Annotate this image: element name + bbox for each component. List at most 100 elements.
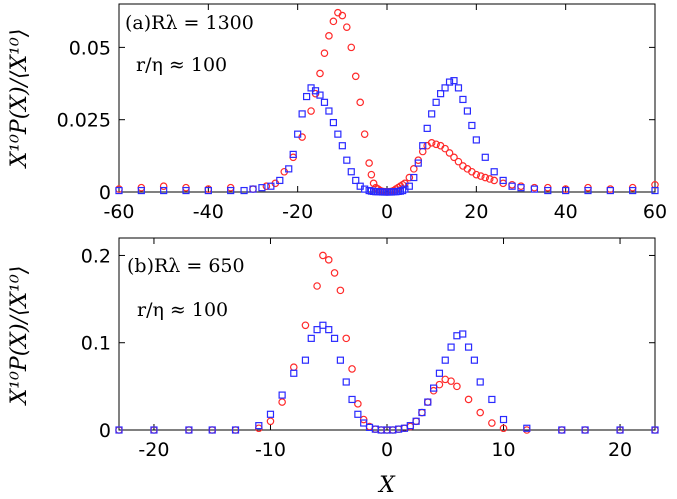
panel-a-circle-point <box>441 144 449 153</box>
panel-a: 0 0.025 0.05 -60 -40 -20 0 20 40 60 (a)Rλ = 1300… <box>7 3 667 223</box>
panel-b-circle-point <box>488 419 496 427</box>
panel-a-square-point <box>414 159 422 167</box>
panel-a-square-point <box>298 110 306 118</box>
panel-b-circle-point <box>354 400 362 408</box>
panel-b-square-point <box>319 321 327 329</box>
panel-b-annotation-1: (b)Rλ = 650 <box>127 255 245 277</box>
panel-a-square-point <box>289 150 297 158</box>
panel-b-square-point <box>208 426 216 434</box>
panel-a-xtick-label: 0 <box>381 201 393 223</box>
panel-b-square-point <box>330 334 339 342</box>
panel-b-square-point <box>360 419 368 427</box>
panel-a-circle-point <box>490 176 499 185</box>
panel-a-square-point <box>651 186 659 195</box>
panel-b: 0 0.1 0.2 -20 -10 0 10 20 (b)Rλ = 650 r/η ≈ 10… <box>7 237 659 498</box>
panel-a-square-point <box>450 77 458 85</box>
panel-a-ytick-label: 0 <box>99 182 111 204</box>
panel-a-circle-point <box>360 130 369 138</box>
panel-b-xtick-label: 0 <box>381 439 393 461</box>
panel-a-square-point <box>294 130 302 138</box>
panel-b-square-point <box>307 334 315 342</box>
panel-a-circle-point <box>320 49 329 57</box>
panel-a-square-point <box>276 176 284 185</box>
panel-a-square-point <box>227 186 235 195</box>
panel-a-circle-point <box>517 182 525 191</box>
panel-b-circle-point <box>313 282 321 290</box>
panel-b-circle-point <box>447 377 455 385</box>
panel-a-square-point <box>517 184 525 192</box>
panel-b-ytick-label: 0.2 <box>81 245 111 267</box>
panel-a-circle-point <box>351 72 360 81</box>
panel-a-square-point <box>441 84 449 92</box>
panel-b-ylabel: X¹⁰P(X)/⟨X¹⁰⟩ <box>7 266 32 407</box>
panel-a-circle-point <box>530 183 539 192</box>
panel-a-circle-point <box>485 175 494 183</box>
panel-b-square-point <box>278 391 286 399</box>
panel-a-square-point <box>472 136 480 144</box>
panel-b-square-point <box>499 415 508 424</box>
panel-a-square-point <box>329 118 337 127</box>
panel-b-square-point <box>424 398 432 406</box>
panel-a-square-point <box>160 186 168 195</box>
panel-b-square-point <box>488 395 496 404</box>
panel-b-square-point <box>453 332 461 340</box>
panel-a-annotation-1: (a)Rλ = 1300 <box>125 12 254 34</box>
panel-a-square-point <box>463 107 471 115</box>
panel-b-square-point <box>459 330 467 338</box>
panel-b-circle-point <box>348 365 356 373</box>
panel-a-square-point <box>499 176 507 185</box>
panel-a-square-point <box>481 153 489 161</box>
panel-a-square-point <box>544 186 552 195</box>
panel-b-square-point <box>651 426 659 434</box>
panel-b-circle-point <box>342 334 351 343</box>
panel-b-square-point <box>581 426 589 434</box>
panel-b-square-point <box>441 356 449 364</box>
panel-a-square-point <box>468 121 476 130</box>
panel-a-circle-point <box>367 170 376 179</box>
panel-a-ylabel: X¹⁰P(X)/⟨X¹⁰⟩ <box>7 29 32 170</box>
panel-a-square-point <box>606 186 614 195</box>
panel-b-ytick-label: 0 <box>99 420 111 442</box>
panel-b-circle-point <box>499 424 508 433</box>
panel-b-square-point <box>354 410 362 418</box>
panel-a-square-point <box>437 90 445 98</box>
panel-a-circle-point <box>454 157 463 166</box>
panel-a-circle-point <box>338 11 347 20</box>
panel-a-xtick-label: 60 <box>643 201 667 223</box>
panel-a-square-point <box>316 91 324 99</box>
panel-b-circle-point <box>476 408 485 417</box>
panel-b-square-point <box>523 424 531 432</box>
panel-b-square-point <box>185 426 193 434</box>
panel-b-xlabel: X <box>377 473 396 498</box>
panel-b-circle-point <box>289 363 298 371</box>
panel-a-square-point <box>399 186 407 195</box>
panel-a-circle-point <box>316 69 324 78</box>
panel-a-circle-point <box>329 17 338 26</box>
panel-b-square-point <box>325 326 333 334</box>
panel-b-square-point <box>464 343 473 351</box>
panel-a-square-point <box>445 78 454 86</box>
panel-a-square-point <box>428 110 436 118</box>
panel-a-circle-point <box>365 159 373 167</box>
panel-b-circle-point <box>266 417 275 426</box>
panel-a-square-point <box>320 98 329 106</box>
panel-a-square-point <box>115 186 123 195</box>
panel-a-square-point <box>410 173 418 182</box>
panel-a-circle-point <box>450 153 458 162</box>
panel-b-circle-point <box>319 251 327 260</box>
panel-b-square-point <box>313 326 321 334</box>
panel-a-xtick-label: 20 <box>464 201 488 223</box>
panel-b-circle-point <box>464 395 473 404</box>
panel-b-square-point <box>115 426 123 434</box>
panel-a-circle-point <box>432 140 440 149</box>
panel-a-square-point <box>347 168 355 176</box>
panel-b-ytick-label: 0.1 <box>81 333 111 355</box>
panel-b-circle-point <box>453 382 461 391</box>
panel-b-square-point <box>266 410 275 418</box>
panel-a-xtick-label: -20 <box>282 201 313 223</box>
panel-a-circle-point <box>307 107 315 115</box>
panel-a-square-point <box>419 142 427 150</box>
panel-b-square-point <box>255 422 263 430</box>
panel-b-square-point <box>447 343 455 351</box>
panel-b-circle-point <box>330 269 339 277</box>
